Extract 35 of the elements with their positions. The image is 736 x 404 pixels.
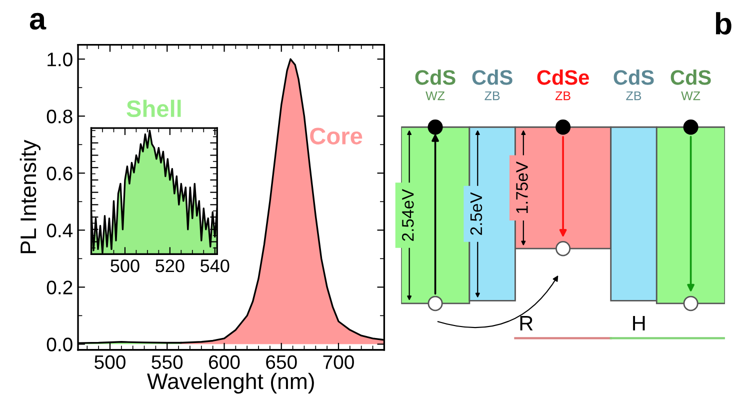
data-label: 2.54eV [402,188,414,241]
x-tick-label: 550 [152,355,183,370]
text: H [633,316,645,330]
legend-label: Core [310,128,362,144]
y-tick-label: 0.4 [46,224,73,238]
text: Shell [126,100,181,118]
x-tick-label: 600 [209,355,240,370]
x-tick-label: 700 [323,355,354,370]
y-tick-label: 0.8 [46,110,72,124]
category-label: CdS [472,70,512,85]
x-tick-label: 520 [156,259,184,272]
category-label: CdS [670,70,711,85]
text: WZ [681,91,700,100]
chart-title: a [30,12,46,30]
category-label: CdS [614,70,654,85]
data-label: 1.75eV [516,162,528,214]
x-tick-label: 500 [94,355,126,370]
text: b [716,12,732,35]
y-tick-label: 1.0 [48,52,72,66]
y-tick-label: 0.6 [46,166,72,180]
y-tick-label: 0.2 [46,280,72,294]
text: WZ [426,91,445,100]
y-axis-title: PL Intensity [20,140,41,254]
text: ZB [626,91,642,100]
x-tick-label: 540 [200,259,230,272]
x-tick-label: 650 [266,355,297,370]
text: ZB [484,91,500,100]
text: R [520,316,533,330]
category-label: CdSe [537,70,589,85]
category-label: CdS [415,70,456,85]
x-tick-label: 500 [110,259,140,272]
data-label: 2.5eV [470,192,482,235]
y-tick-label: 0.0 [46,338,72,352]
text: ZB [555,91,570,100]
x-axis-title: Wavelenght (nm) [147,372,314,394]
